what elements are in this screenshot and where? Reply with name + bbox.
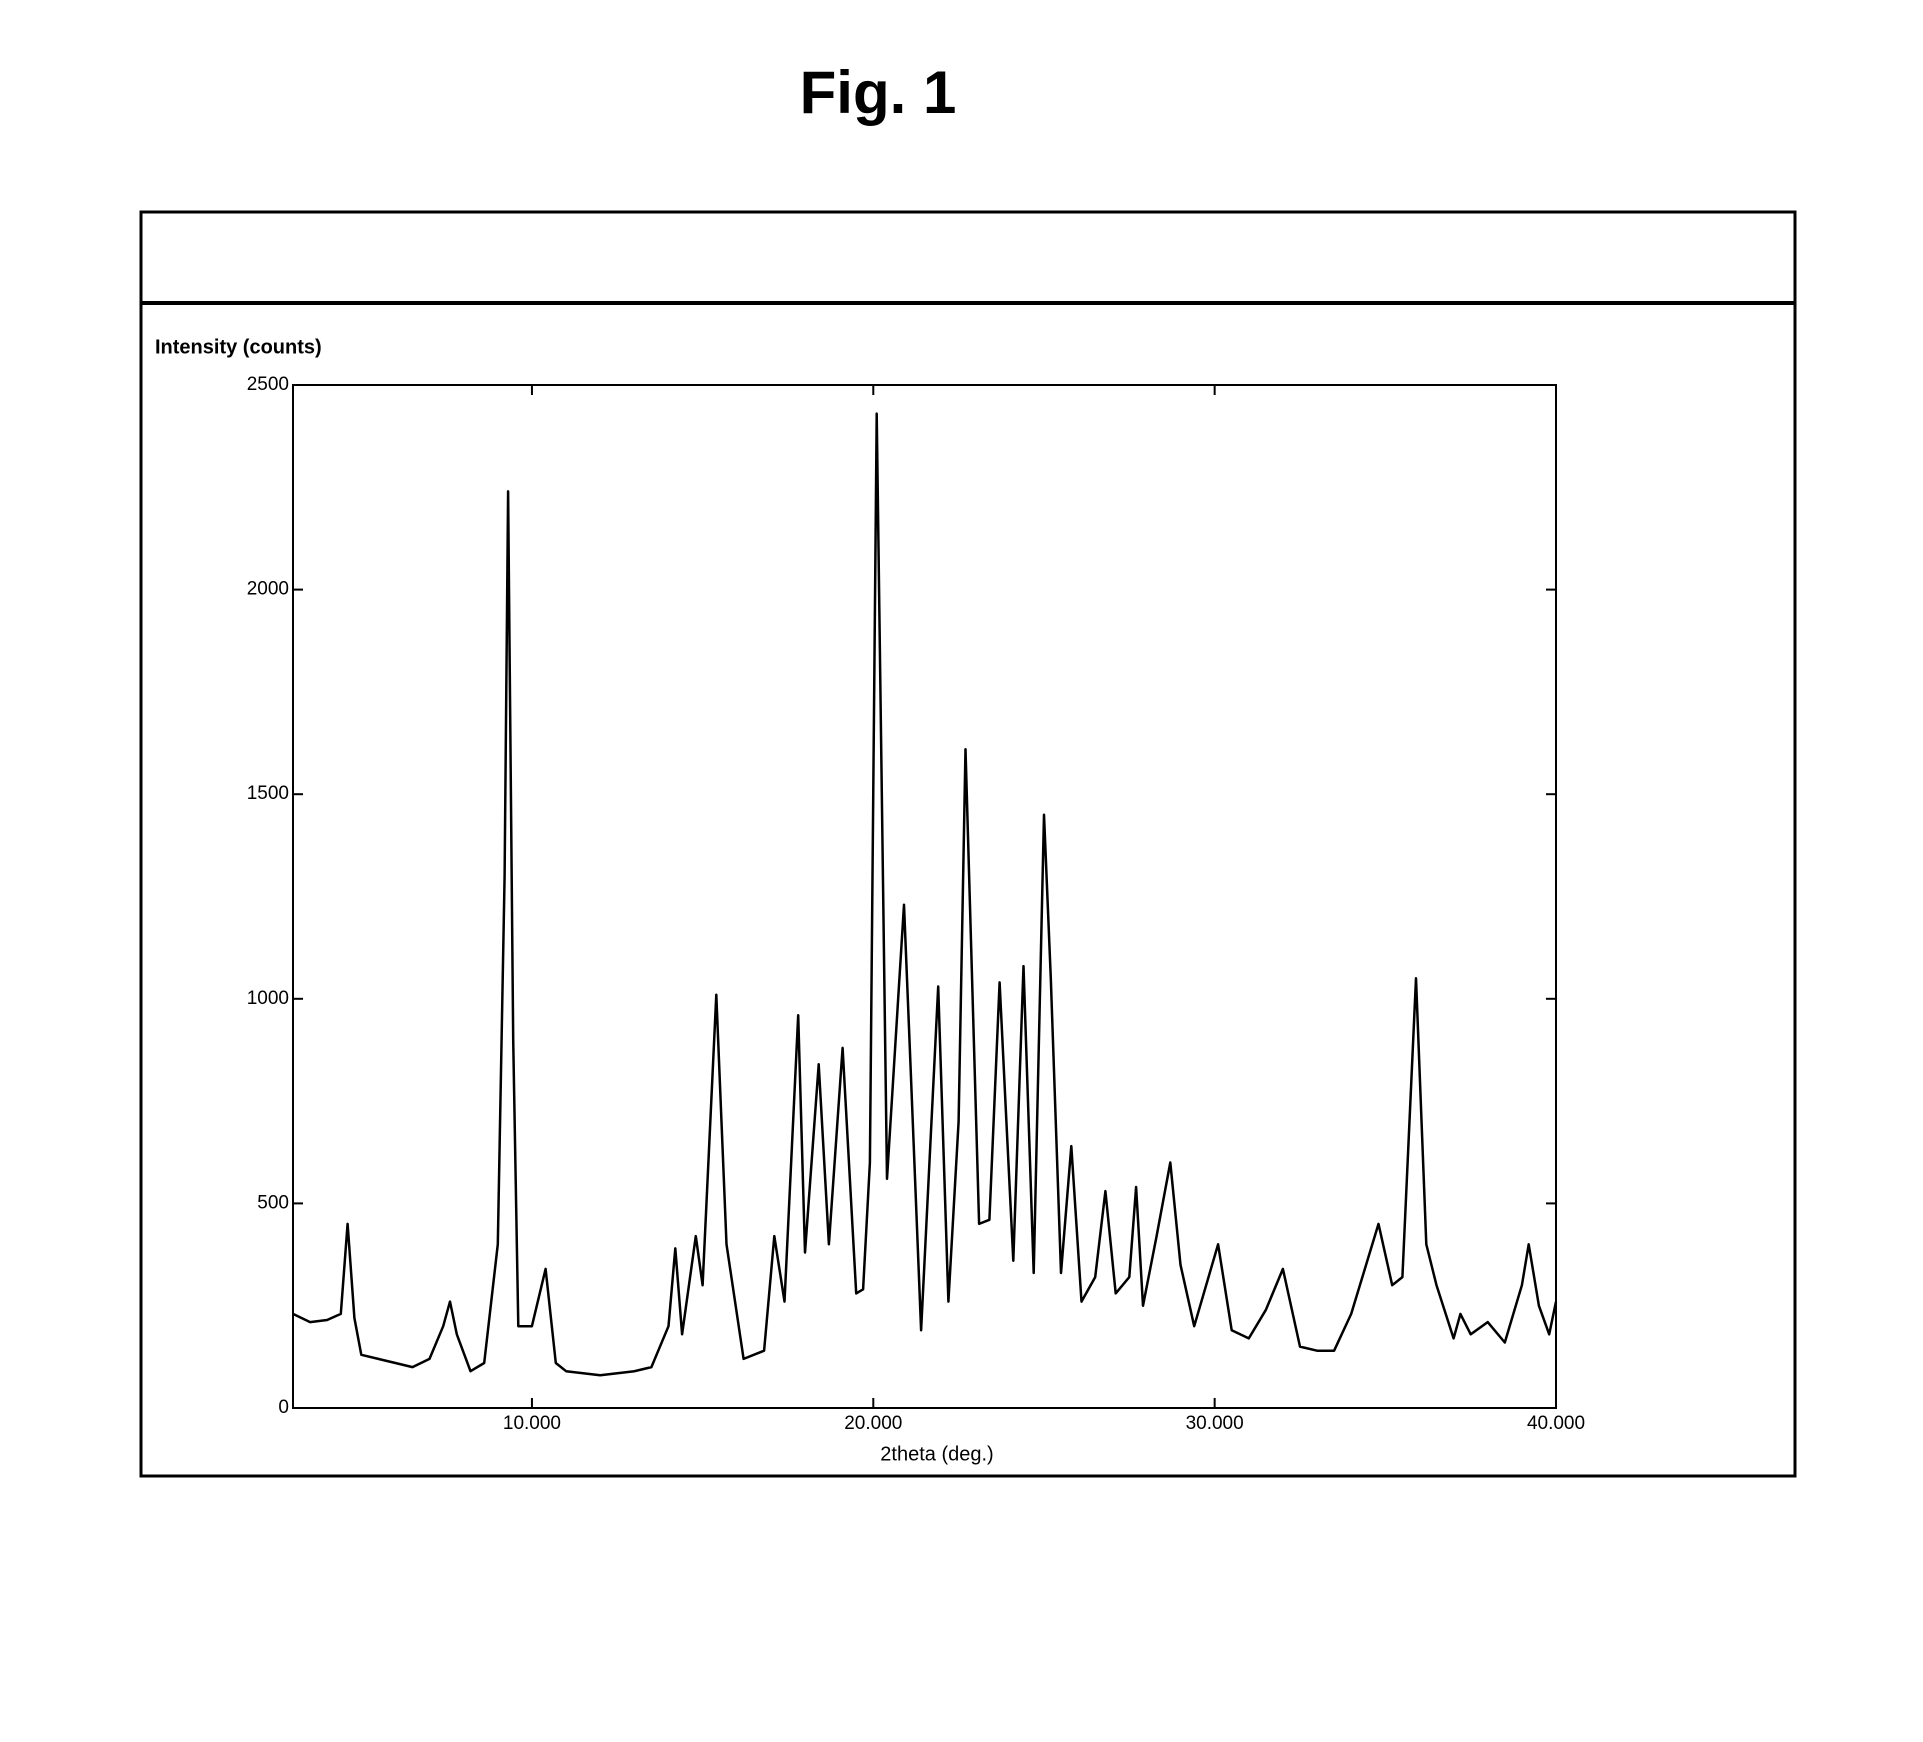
y-axis-label: Intensity (counts) [155,336,322,358]
x-tick-label: 10.000 [503,1413,561,1434]
x-tick-label: 20.000 [844,1413,902,1434]
chart: Fig. 1 Intensity (counts) 2theta (deg.) … [0,0,1923,1742]
x-axis-label: 2theta (deg.) [880,1443,993,1465]
y-tick-label: 2000 [247,579,289,600]
x-tick-label: 30.000 [1186,1413,1244,1434]
page: {"chart_data": { "type": "line", "title"… [0,0,1923,1742]
chart-title: Fig. 1 [800,59,957,126]
pattern-line [293,414,1556,1376]
x-tick-label: 40.000 [1527,1413,1585,1434]
y-tick-label: 0 [278,1397,289,1418]
y-tick-label: 2500 [247,374,289,395]
y-tick-label: 500 [257,1192,289,1213]
y-tick-label: 1000 [247,988,289,1009]
y-tick-label: 1500 [247,783,289,804]
